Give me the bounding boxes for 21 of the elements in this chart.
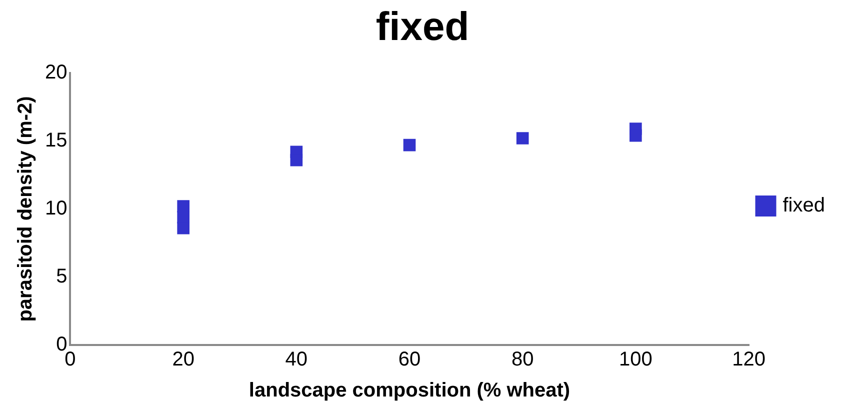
point bbox=[177, 211, 190, 224]
point bbox=[403, 138, 416, 152]
x-tick-label: 100 bbox=[618, 348, 652, 371]
x-tick-label: 20 bbox=[172, 348, 194, 371]
point bbox=[516, 132, 529, 144]
legend-label: fixed bbox=[782, 194, 826, 217]
point bbox=[177, 222, 190, 234]
y-tick-label: 10 bbox=[44, 198, 68, 220]
x-tick-label: 120 bbox=[732, 348, 766, 371]
x-tick-label: 40 bbox=[285, 348, 308, 371]
y-axis-title: parasitoid density (m-2) bbox=[14, 96, 37, 322]
y-tick-label: 20 bbox=[44, 62, 68, 84]
x-tick-label: 60 bbox=[398, 348, 421, 371]
y-tick-label: 15 bbox=[44, 130, 68, 152]
point bbox=[630, 129, 642, 142]
point bbox=[177, 200, 190, 212]
x-tick-label: 80 bbox=[511, 348, 534, 371]
chart-title: fixed bbox=[376, 5, 470, 50]
point bbox=[290, 154, 303, 166]
x-axis-title: landscape composition (% wheat) bbox=[248, 380, 570, 402]
y-tick-label: 5 bbox=[56, 266, 68, 288]
